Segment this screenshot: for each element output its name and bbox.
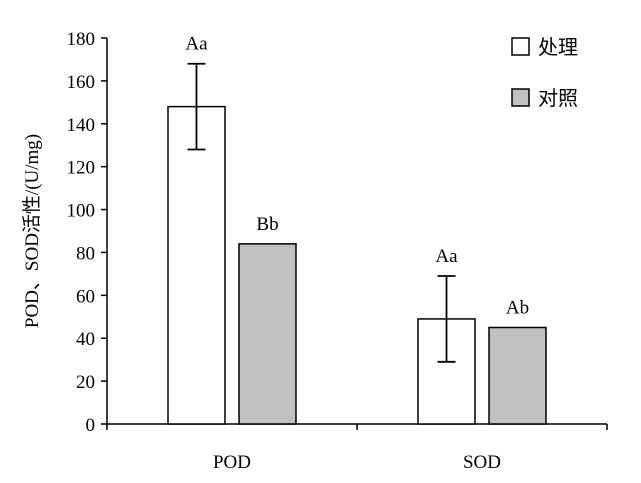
y-tick-label: 100: [67, 201, 96, 222]
legend-swatch: [511, 37, 530, 56]
y-tick-label: 40: [76, 329, 95, 350]
y-tick-label: 120: [67, 158, 96, 179]
legend-swatch: [511, 88, 530, 107]
significance-labels: Aa Aa Bb Ab: [185, 34, 529, 319]
error-bars: [187, 62, 456, 363]
y-tick-label: 20: [76, 372, 95, 393]
bar: [167, 105, 226, 425]
y-tick-label: 80: [76, 243, 95, 264]
bar: [238, 243, 297, 425]
significance-label: Aa: [435, 246, 458, 267]
y-tick-label: 160: [67, 72, 96, 93]
y-axis: 0 20 40 60 80 100 120 140 160 180: [67, 29, 108, 436]
x-tick-label: SOD: [463, 452, 501, 473]
significance-label: Aa: [185, 34, 208, 55]
bar: [488, 326, 547, 425]
significance-label: Bb: [256, 214, 278, 235]
y-tick-label: 60: [76, 286, 95, 307]
bars: [167, 105, 547, 425]
legend-label: 对照: [538, 87, 578, 110]
y-tick-label: 140: [67, 115, 96, 136]
y-axis-title: POD、SOD活性/(U/mg): [21, 134, 43, 328]
legend-label: 处理: [538, 36, 578, 59]
x-tick-label: POD: [213, 452, 251, 473]
x-axis: POD SOD: [106, 423, 608, 473]
y-tick-label: 180: [67, 29, 96, 50]
significance-label: Ab: [506, 298, 529, 319]
y-tick-label: 0: [86, 415, 96, 436]
